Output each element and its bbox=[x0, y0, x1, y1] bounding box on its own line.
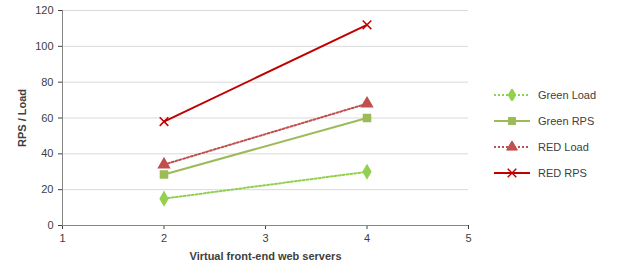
svg-text:120: 120 bbox=[35, 4, 53, 16]
svg-text:40: 40 bbox=[41, 147, 53, 159]
svg-text:80: 80 bbox=[41, 76, 53, 88]
svg-text:1: 1 bbox=[59, 232, 65, 244]
html-text:RED RPS: RED RPS bbox=[538, 167, 587, 179]
svg-text:60: 60 bbox=[41, 112, 53, 124]
svg-text:100: 100 bbox=[35, 40, 53, 52]
svg-text:RPS / Load: RPS / Load bbox=[16, 89, 28, 147]
svg-text:5: 5 bbox=[465, 232, 471, 244]
svg-text:4: 4 bbox=[364, 232, 370, 244]
html-text:Green Load: Green Load bbox=[538, 89, 597, 101]
html-text:Green RPS: Green RPS bbox=[538, 115, 595, 127]
svg-text:3: 3 bbox=[262, 232, 268, 244]
svg-text:0: 0 bbox=[47, 219, 53, 231]
svg-text:Virtual front-end web servers: Virtual front-end web servers bbox=[189, 250, 341, 262]
svg-text:2: 2 bbox=[161, 232, 167, 244]
html-text:RED Load: RED Load bbox=[538, 141, 589, 153]
svg-text:20: 20 bbox=[41, 183, 53, 195]
